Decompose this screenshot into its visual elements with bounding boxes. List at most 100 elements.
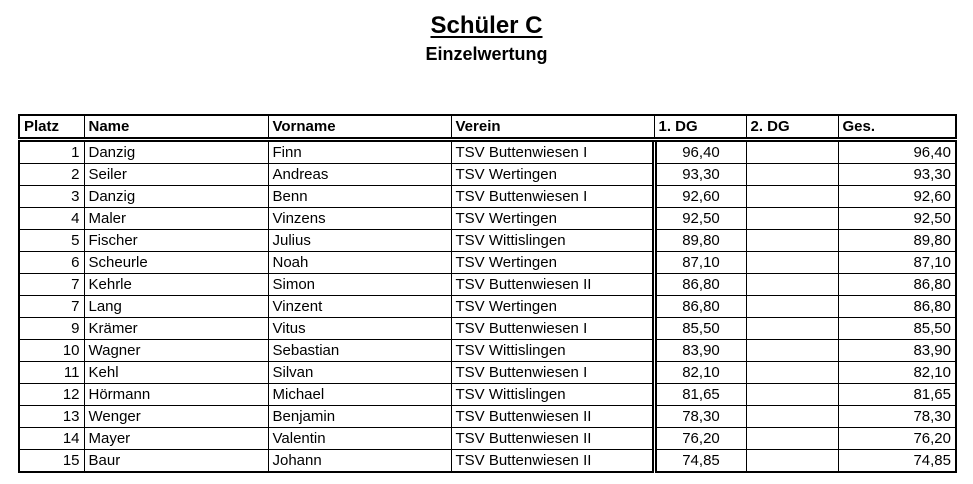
cell-ges: 92,50 bbox=[837, 207, 957, 230]
cell-dg1: 86,80 bbox=[651, 295, 747, 318]
cell-vorname: Vinzent bbox=[267, 295, 452, 318]
cell-dg2 bbox=[745, 273, 839, 296]
cell-ges: 78,30 bbox=[837, 405, 957, 428]
cell-platz: 9 bbox=[18, 317, 85, 340]
column-header-name: Name bbox=[83, 114, 269, 142]
cell-dg1: 86,80 bbox=[651, 273, 747, 296]
cell-platz: 10 bbox=[18, 339, 85, 362]
table-row: 15 Baur Johann TSV Buttenwiesen II 74,85 74,8… bbox=[18, 449, 957, 473]
cell-ges: 83,90 bbox=[837, 339, 957, 362]
column-header-verein: Verein bbox=[450, 114, 655, 142]
cell-dg2 bbox=[745, 339, 839, 362]
cell-dg2 bbox=[745, 251, 839, 274]
table-row: 11 Kehl Silvan TSV Buttenwiesen I 82,10 82,10 bbox=[18, 361, 957, 384]
cell-verein: TSV Wittislingen bbox=[450, 339, 655, 362]
cell-name: Maler bbox=[83, 207, 269, 230]
table-row: 6 Scheurle Noah TSV Wertingen 87,10 87,10 bbox=[18, 251, 957, 274]
cell-dg1: 96,40 bbox=[651, 139, 747, 164]
cell-name: Kehrle bbox=[83, 273, 269, 296]
cell-verein: TSV Buttenwiesen I bbox=[450, 185, 655, 208]
cell-dg1: 74,85 bbox=[651, 449, 747, 473]
cell-vorname: Benjamin bbox=[267, 405, 452, 428]
cell-vorname: Benn bbox=[267, 185, 452, 208]
cell-dg1: 76,20 bbox=[651, 427, 747, 450]
cell-dg1: 93,30 bbox=[651, 163, 747, 186]
cell-vorname: Finn bbox=[267, 139, 452, 164]
cell-vorname: Vinzens bbox=[267, 207, 452, 230]
cell-name: Danzig bbox=[83, 185, 269, 208]
page-title: Schüler C bbox=[430, 12, 543, 39]
cell-name: Krämer bbox=[83, 317, 269, 340]
table-row: 9 Krämer Vitus TSV Buttenwiesen I 85,50 85,50 bbox=[18, 317, 957, 340]
cell-verein: TSV Buttenwiesen I bbox=[450, 139, 655, 164]
cell-platz: 3 bbox=[18, 185, 85, 208]
cell-vorname: Simon bbox=[267, 273, 452, 296]
cell-dg1: 78,30 bbox=[651, 405, 747, 428]
column-header-dg2: 2. DG bbox=[745, 114, 839, 142]
table-row: 13 Wenger Benjamin TSV Buttenwiesen II 78,30… bbox=[18, 405, 957, 428]
cell-ges: 76,20 bbox=[837, 427, 957, 450]
cell-dg2 bbox=[745, 229, 839, 252]
cell-dg2 bbox=[745, 361, 839, 384]
cell-name: Danzig bbox=[83, 139, 269, 164]
cell-name: Wenger bbox=[83, 405, 269, 428]
cell-vorname: Sebastian bbox=[267, 339, 452, 362]
cell-platz: 5 bbox=[18, 229, 85, 252]
cell-ges: 74,85 bbox=[837, 449, 957, 473]
cell-platz: 2 bbox=[18, 163, 85, 186]
cell-platz: 4 bbox=[18, 207, 85, 230]
cell-vorname: Michael bbox=[267, 383, 452, 406]
cell-dg1: 87,10 bbox=[651, 251, 747, 274]
cell-dg1: 92,50 bbox=[651, 207, 747, 230]
cell-vorname: Andreas bbox=[267, 163, 452, 186]
table-row: 7 Lang Vinzent TSV Wertingen 86,80 86,80 bbox=[18, 295, 957, 318]
cell-platz: 6 bbox=[18, 251, 85, 274]
column-header-ges: Ges. bbox=[837, 114, 957, 142]
cell-dg2 bbox=[745, 185, 839, 208]
cell-dg2 bbox=[745, 163, 839, 186]
cell-dg1: 89,80 bbox=[651, 229, 747, 252]
cell-vorname: Silvan bbox=[267, 361, 452, 384]
results-table: Platz Name Vorname Verein 1. DG 2. DG Ge… bbox=[18, 114, 957, 473]
column-header-vorname: Vorname bbox=[267, 114, 452, 142]
cell-verein: TSV Buttenwiesen II bbox=[450, 427, 655, 450]
table-row: 3 Danzig Benn TSV Buttenwiesen I 92,60 92,60 bbox=[18, 185, 957, 208]
cell-dg1: 92,60 bbox=[651, 185, 747, 208]
cell-platz: 12 bbox=[18, 383, 85, 406]
cell-platz: 7 bbox=[18, 295, 85, 318]
table-row: 12 Hörmann Michael TSV Wittislingen 81,65 81,… bbox=[18, 383, 957, 406]
cell-platz: 14 bbox=[18, 427, 85, 450]
cell-platz: 11 bbox=[18, 361, 85, 384]
cell-name: Mayer bbox=[83, 427, 269, 450]
cell-verein: TSV Buttenwiesen II bbox=[450, 449, 655, 473]
cell-dg1: 85,50 bbox=[651, 317, 747, 340]
table-row: 4 Maler Vinzens TSV Wertingen 92,50 92,50 bbox=[18, 207, 957, 230]
cell-verein: TSV Buttenwiesen I bbox=[450, 361, 655, 384]
table-header: Platz Name Vorname Verein 1. DG 2. DG Ge… bbox=[18, 114, 957, 142]
table-header-row: Platz Name Vorname Verein 1. DG 2. DG Ge… bbox=[18, 114, 957, 142]
cell-verein: TSV Wertingen bbox=[450, 207, 655, 230]
cell-name: Lang bbox=[83, 295, 269, 318]
cell-dg2 bbox=[745, 383, 839, 406]
cell-vorname: Noah bbox=[267, 251, 452, 274]
cell-dg1: 82,10 bbox=[651, 361, 747, 384]
cell-verein: TSV Wittislingen bbox=[450, 229, 655, 252]
cell-verein: TSV Buttenwiesen II bbox=[450, 273, 655, 296]
cell-verein: TSV Wertingen bbox=[450, 163, 655, 186]
cell-vorname: Vitus bbox=[267, 317, 452, 340]
cell-ges: 81,65 bbox=[837, 383, 957, 406]
cell-ges: 93,30 bbox=[837, 163, 957, 186]
cell-ges: 82,10 bbox=[837, 361, 957, 384]
cell-dg2 bbox=[745, 207, 839, 230]
cell-platz: 1 bbox=[18, 139, 85, 164]
cell-platz: 13 bbox=[18, 405, 85, 428]
cell-verein: TSV Wertingen bbox=[450, 295, 655, 318]
cell-ges: 87,10 bbox=[837, 251, 957, 274]
cell-dg2 bbox=[745, 427, 839, 450]
cell-name: Kehl bbox=[83, 361, 269, 384]
cell-ges: 86,80 bbox=[837, 295, 957, 318]
cell-name: Scheurle bbox=[83, 251, 269, 274]
cell-name: Baur bbox=[83, 449, 269, 473]
cell-platz: 7 bbox=[18, 273, 85, 296]
